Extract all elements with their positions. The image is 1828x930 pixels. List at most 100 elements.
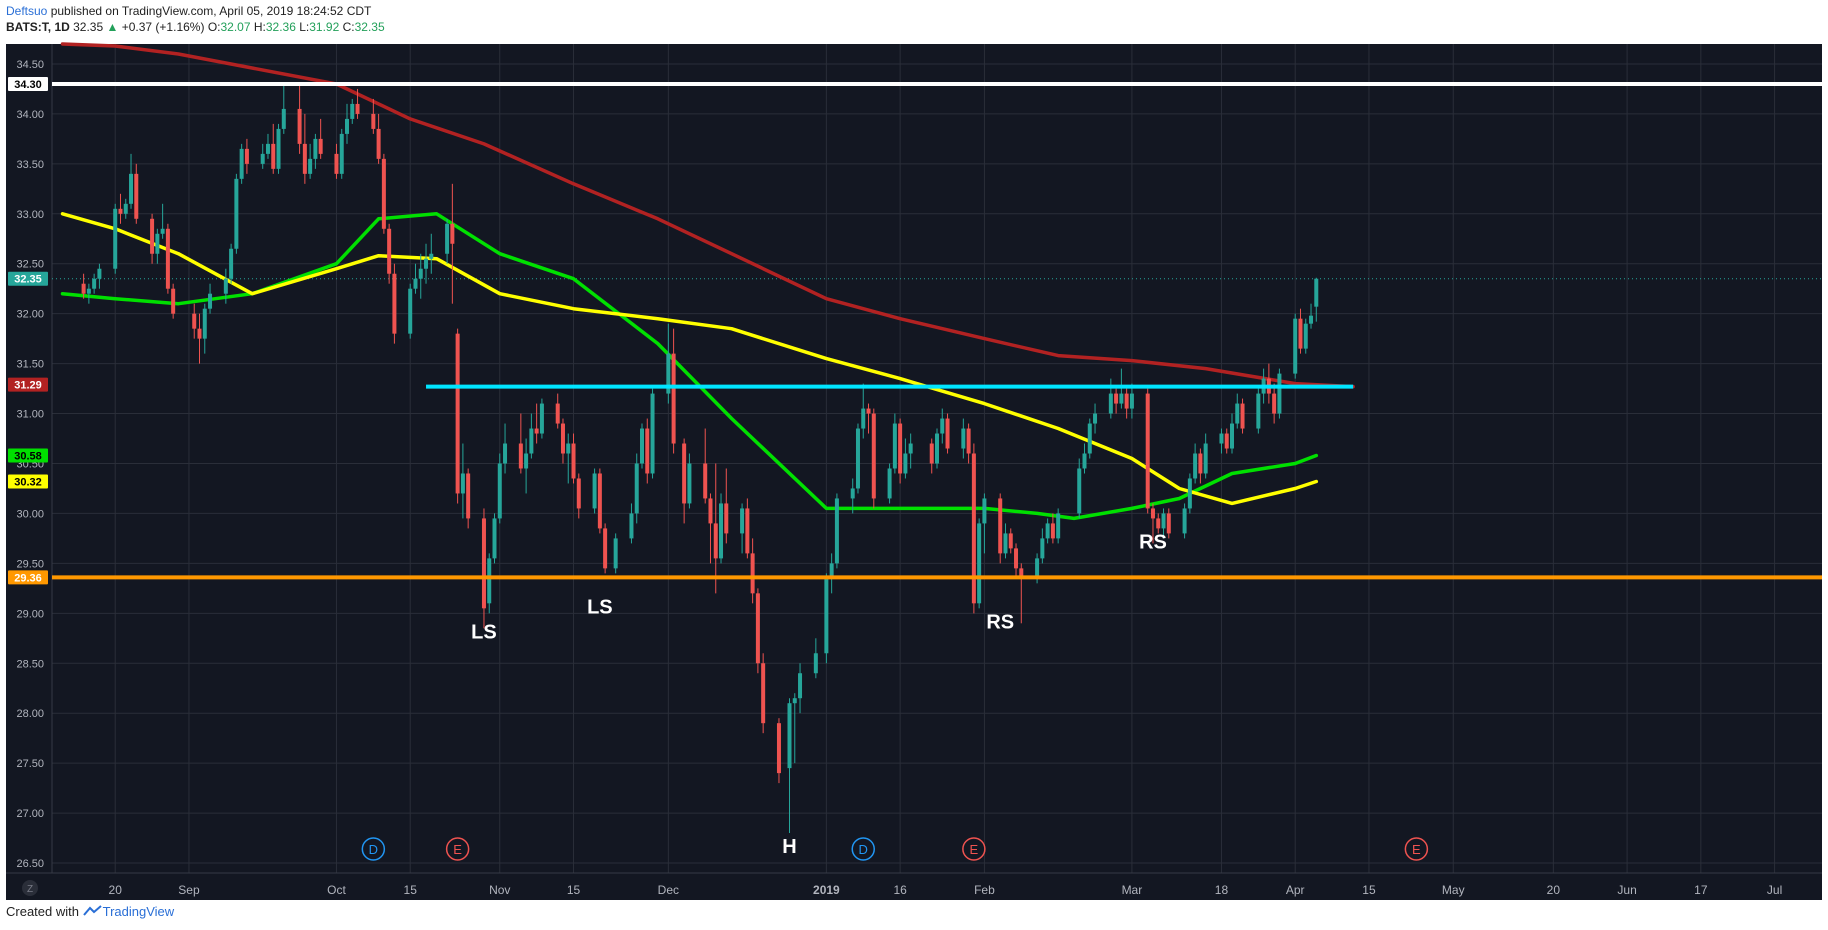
x-tick-label: 2019	[813, 883, 840, 897]
y-tick-label: 28.00	[16, 708, 44, 720]
price-tag	[8, 474, 48, 489]
candle-body	[1224, 433, 1229, 449]
candle-body	[740, 508, 745, 534]
candle-body	[1019, 568, 1024, 579]
candle-body	[539, 403, 544, 434]
price-tag	[8, 271, 48, 286]
dividend-event-icon[interactable]	[361, 837, 386, 861]
candle-body	[892, 423, 897, 469]
candle-body	[529, 428, 534, 454]
candle-body	[724, 503, 729, 534]
candle-body	[334, 153, 339, 174]
candle-body	[1277, 373, 1282, 414]
earnings-event-icon[interactable]	[1404, 837, 1429, 861]
x-tick-label: 16	[893, 883, 907, 897]
earnings-event-label: E	[1412, 842, 1421, 857]
candle-body	[703, 463, 708, 499]
candle-body	[761, 663, 766, 724]
high-label: H:	[253, 20, 266, 34]
candle-body	[497, 463, 502, 519]
tradingview-link[interactable]: TradingView	[102, 904, 175, 919]
candle-body	[1187, 478, 1192, 509]
candle-body	[708, 498, 713, 524]
earnings-event-icon[interactable]	[962, 837, 986, 861]
zoom-icon[interactable]	[22, 880, 38, 896]
price-tag-label: 29.36	[14, 572, 42, 584]
price-tag	[8, 76, 48, 91]
candle-body	[229, 248, 234, 279]
candle-body	[1003, 533, 1008, 554]
candle-body	[1219, 433, 1224, 444]
candle-body	[560, 423, 565, 454]
candle-body	[418, 268, 423, 279]
candle-body	[466, 473, 471, 519]
candle-body	[345, 118, 349, 134]
x-tick-label: Feb	[974, 883, 995, 897]
y-tick-label: 27.50	[16, 758, 44, 770]
x-tick-label: Apr	[1286, 883, 1305, 897]
candle-body	[355, 103, 360, 114]
candle-body	[271, 143, 276, 169]
chart-header: Deftsuo published on TradingView.com, Ap…	[6, 3, 385, 35]
pattern-annotation: H	[782, 836, 796, 858]
candle-body	[1108, 393, 1113, 414]
candle-body	[155, 233, 160, 254]
candle-body	[908, 443, 913, 454]
candle-body	[713, 523, 718, 559]
candle-body	[1309, 315, 1314, 324]
candle-body	[1314, 278, 1319, 307]
earnings-event-icon[interactable]	[445, 837, 470, 861]
chart-background	[6, 44, 1822, 900]
pattern-annotation: RS	[986, 611, 1014, 633]
candle-body	[977, 523, 982, 604]
candle-body	[850, 488, 855, 499]
last-price: 32.35	[73, 20, 104, 34]
candle-body	[887, 468, 892, 499]
candle-body	[113, 208, 118, 269]
y-tick-label: 27.00	[16, 808, 44, 820]
candle-body	[671, 353, 676, 444]
candle-body	[1077, 468, 1082, 514]
candle-body	[197, 328, 202, 339]
chart-footer: Created with TradingView	[6, 904, 174, 921]
zoom-icon-label: Z	[27, 884, 33, 895]
candle-body	[160, 228, 165, 234]
x-tick-label: 20	[1547, 883, 1561, 897]
candle-body	[1056, 513, 1061, 539]
candle-body	[408, 288, 413, 334]
candle-body	[998, 498, 1003, 554]
candle-body	[450, 223, 455, 244]
candle-body	[1303, 323, 1308, 349]
author-link[interactable]: Deftsuo	[6, 4, 48, 18]
dividend-event-icon[interactable]	[851, 837, 875, 861]
candle-body	[871, 413, 876, 499]
candle-body	[92, 278, 97, 289]
candle-body	[350, 103, 355, 119]
candle-body	[903, 453, 908, 474]
candle-body	[1193, 453, 1198, 479]
candle-body	[1235, 403, 1240, 424]
candle-body	[555, 403, 560, 424]
candle-body	[481, 518, 486, 609]
x-tick-label: Sep	[178, 883, 200, 897]
symbol-label: BATS:T, 1D	[6, 20, 70, 34]
candle-body	[455, 333, 460, 494]
close-label: C:	[342, 20, 355, 34]
candle-body	[1161, 513, 1166, 529]
candle-body	[460, 473, 465, 494]
x-tick-label: Jul	[1767, 883, 1782, 897]
y-tick-label: 32.00	[16, 309, 44, 321]
candle-body	[645, 428, 650, 474]
candle-body	[503, 443, 508, 464]
candle-body	[613, 538, 618, 569]
tradingview-logo-icon	[82, 904, 103, 921]
y-tick-label: 31.50	[16, 359, 44, 371]
candle-body	[1014, 548, 1019, 569]
x-tick-label: Nov	[489, 883, 510, 897]
candle-body	[429, 253, 434, 259]
x-tick-label: 15	[404, 883, 418, 897]
candle-body	[192, 313, 197, 329]
candle-body	[566, 443, 571, 454]
y-tick-label: 29.00	[16, 608, 44, 620]
